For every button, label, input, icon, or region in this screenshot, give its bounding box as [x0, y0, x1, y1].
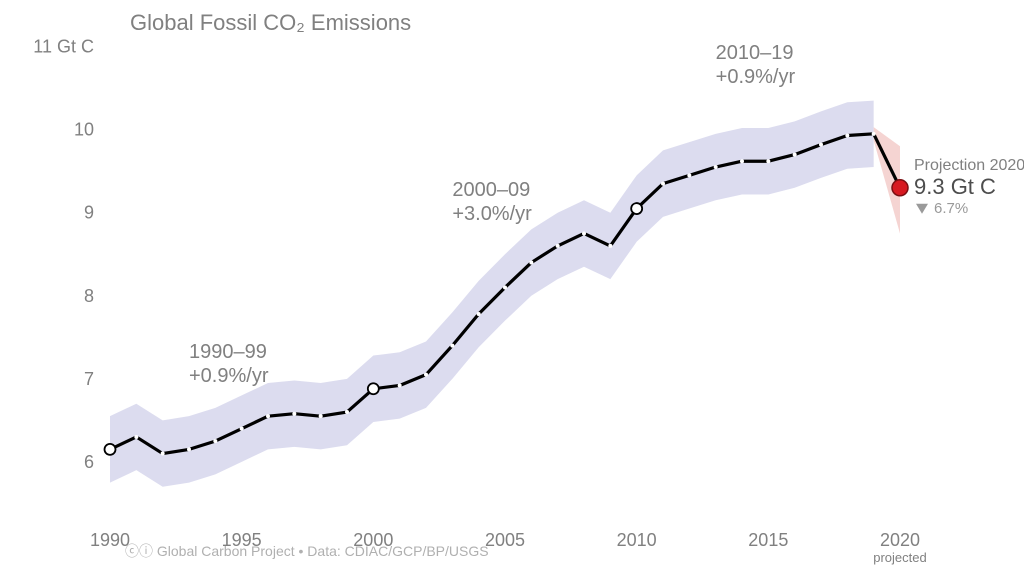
emissions-line-chart: 67891011 Gt C199019952000200520102015202…: [0, 0, 1024, 576]
decade-annotation: 2000–09: [452, 179, 530, 201]
data-point: [687, 173, 691, 177]
decade-annotation-rate: +3.0%/yr: [452, 203, 532, 225]
data-point: [266, 414, 270, 418]
chart-container: 67891011 Gt C199019952000200520102015202…: [0, 0, 1024, 576]
data-point: [292, 412, 296, 416]
data-point: [213, 439, 217, 443]
data-point: [819, 143, 823, 147]
x-tick-label: 2010: [617, 530, 657, 550]
x-tick-label: 2020: [880, 530, 920, 550]
y-tick-label: 6: [84, 452, 94, 472]
y-tick-label: 10: [74, 120, 94, 140]
projection-label: Projection 2020: [914, 157, 1024, 174]
data-point: [793, 153, 797, 157]
data-point: [319, 414, 323, 418]
decade-annotation-rate: +0.9%/yr: [189, 365, 269, 387]
decade-annotation-rate: +0.9%/yr: [716, 66, 796, 88]
data-point: [714, 165, 718, 169]
down-triangle-icon: [916, 204, 928, 214]
decade-marker: [368, 383, 379, 394]
data-point: [661, 182, 665, 186]
x-projected-label: projected: [873, 550, 926, 565]
data-point: [134, 435, 138, 439]
projection-delta: 6.7%: [934, 200, 968, 217]
data-point: [872, 132, 876, 136]
data-point: [556, 244, 560, 248]
data-point: [608, 244, 612, 248]
data-point: [187, 447, 191, 451]
data-point: [740, 159, 744, 163]
chart-title: Global Fossil CO₂ Emissions: [130, 10, 411, 35]
data-point: [398, 383, 402, 387]
data-point: [240, 427, 244, 431]
y-tick-label: 9: [84, 203, 94, 223]
credit-line: ⓒⓘ Global Carbon Project • Data: CDIAC/G…: [125, 543, 489, 559]
data-point: [477, 312, 481, 316]
decade-marker: [631, 203, 642, 214]
data-point: [529, 261, 533, 265]
y-tick-label: 8: [84, 286, 94, 306]
decade-annotation: 2010–19: [716, 42, 794, 64]
uncertainty-band: [110, 101, 874, 487]
data-point: [450, 344, 454, 348]
data-point: [424, 373, 428, 377]
data-point: [582, 231, 586, 235]
decade-marker: [105, 444, 116, 455]
projection-dot: [892, 180, 908, 196]
x-tick-label: 2005: [485, 530, 525, 550]
data-point: [845, 133, 849, 137]
data-point: [161, 452, 165, 456]
y-tick-label: 11 Gt C: [33, 37, 94, 57]
decade-annotation: 1990–99: [189, 341, 267, 363]
projection-value: 9.3 Gt C: [914, 174, 996, 199]
x-tick-label: 2015: [748, 530, 788, 550]
data-point: [345, 410, 349, 414]
data-point: [766, 159, 770, 163]
y-tick-label: 7: [84, 369, 94, 389]
data-point: [503, 285, 507, 289]
